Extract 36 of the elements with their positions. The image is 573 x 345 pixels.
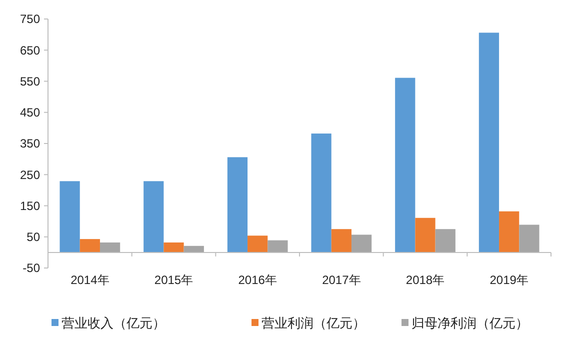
y-tick-label: 150 xyxy=(20,198,40,213)
bar xyxy=(60,181,80,252)
y-tick-label: 250 xyxy=(20,168,40,182)
bar xyxy=(499,211,520,252)
bar xyxy=(80,239,100,252)
y-tick-label: 50 xyxy=(26,230,40,244)
x-tick-label: 2017年 xyxy=(322,273,361,287)
bar xyxy=(311,134,332,252)
legend-label: 归母净利润（亿元） xyxy=(412,316,528,331)
bar xyxy=(435,229,456,252)
x-tick-label: 2018年 xyxy=(406,273,445,287)
bar xyxy=(164,242,184,252)
bar xyxy=(184,246,204,252)
legend-label: 营业收入（亿元） xyxy=(62,316,166,331)
y-tick-label: 650 xyxy=(20,43,40,58)
bar xyxy=(331,229,352,252)
y-tick-label: 550 xyxy=(20,74,40,88)
bar xyxy=(351,234,372,252)
bar xyxy=(248,236,268,252)
legend-label: 营业利润（亿元） xyxy=(262,316,366,331)
y-tick-label: 750 xyxy=(20,12,40,26)
y-tick-label: 350 xyxy=(20,136,40,151)
bar xyxy=(144,181,164,252)
bar xyxy=(395,78,416,252)
bar xyxy=(227,157,248,252)
y-tick-label: 450 xyxy=(20,106,40,120)
x-tick-label: 2016年 xyxy=(238,273,277,287)
x-tick-label: 2019年 xyxy=(490,273,528,287)
bar xyxy=(268,240,288,252)
bar xyxy=(519,224,540,252)
x-tick-label: 2015年 xyxy=(154,273,194,287)
bar xyxy=(415,218,436,252)
bar xyxy=(478,32,500,252)
x-tick-label: 2014年 xyxy=(70,273,110,287)
y-tick-label: -50 xyxy=(22,261,40,276)
bar xyxy=(100,242,120,252)
